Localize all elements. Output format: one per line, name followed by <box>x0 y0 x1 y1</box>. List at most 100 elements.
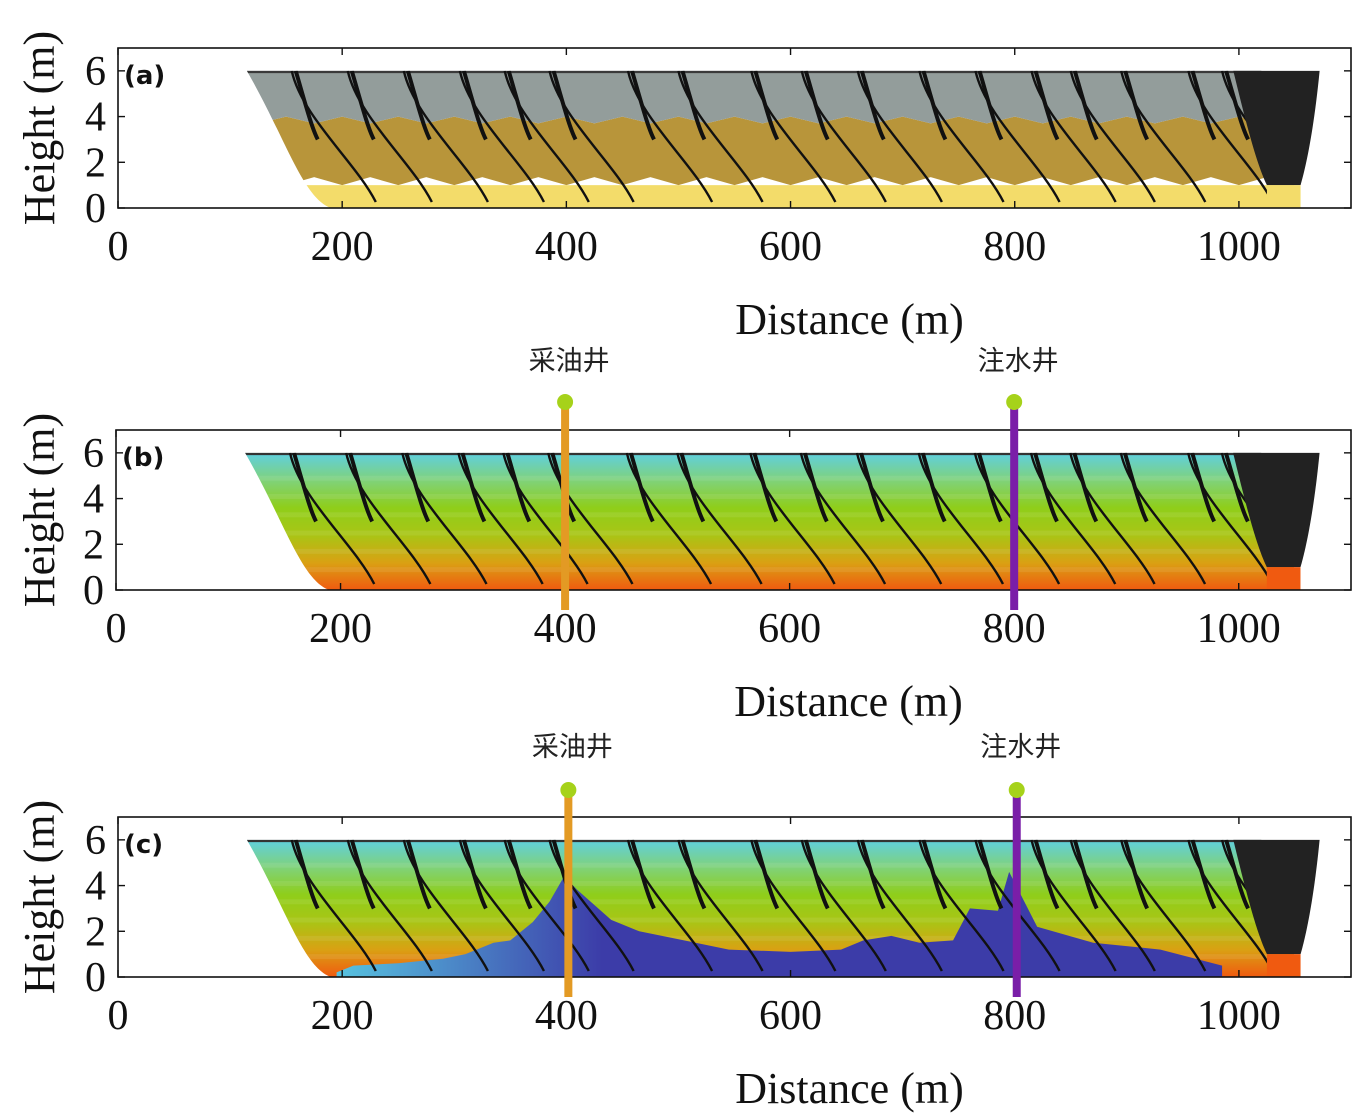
fault-thick <box>859 452 885 523</box>
fault-thick <box>1072 839 1099 910</box>
saturation-band <box>245 475 1301 481</box>
fault-line <box>458 70 546 203</box>
reservoir-body <box>245 452 1301 590</box>
fault-line <box>1119 452 1207 585</box>
fault-line <box>800 70 887 203</box>
y-tick-label: 4 <box>83 477 104 523</box>
fault-thick <box>920 452 947 523</box>
fault-thick <box>921 839 948 910</box>
fault-thick <box>551 70 578 141</box>
end-block <box>1233 839 1320 955</box>
x-tick-label: 800 <box>983 993 1046 1039</box>
fault-line <box>346 70 433 203</box>
y-tick-label: 2 <box>85 140 106 186</box>
fault-line <box>548 839 635 972</box>
y-tick-label: 6 <box>85 49 106 95</box>
fault-line <box>856 839 943 972</box>
end-block-base <box>1266 567 1301 590</box>
y-axis-title: Height (m) <box>15 413 64 607</box>
fault-line <box>677 839 764 972</box>
fault-line <box>346 839 433 972</box>
fault-thick <box>1224 839 1250 910</box>
fault-thick <box>679 452 706 523</box>
fault-thick <box>1033 70 1060 141</box>
saturation-band <box>245 548 1301 554</box>
fault-thick <box>1190 452 1216 523</box>
fault-thick <box>505 452 532 523</box>
x-tick-label: 400 <box>534 606 597 652</box>
fault-thick <box>630 70 656 141</box>
fault-line <box>401 452 488 585</box>
y-axis-title: Height (m) <box>15 31 64 225</box>
top-strip <box>245 452 1295 465</box>
saturation-band <box>246 862 1301 868</box>
fault-thick <box>630 839 656 910</box>
fault-thick <box>628 452 655 523</box>
fault-thick <box>348 452 374 523</box>
x-tick-label: 600 <box>759 993 822 1039</box>
layer-middle <box>246 116 1295 186</box>
well-label: 注水井 <box>978 346 1059 377</box>
end-block-base <box>1266 185 1301 208</box>
fault-thick <box>349 839 376 910</box>
reservoir-body <box>246 839 1301 977</box>
y-tick-label: 6 <box>85 818 106 864</box>
fault-line <box>402 839 489 972</box>
well-head <box>557 394 574 410</box>
x-axis-title: Distance (m) <box>735 1064 963 1113</box>
y-tick-label: 4 <box>85 864 106 910</box>
x-axis-title: Distance (m) <box>735 295 963 344</box>
fault-thick <box>405 839 432 910</box>
fault-thick <box>752 452 779 523</box>
fault-line <box>974 70 1061 203</box>
fault-line <box>799 452 887 585</box>
fault-line <box>1069 839 1156 972</box>
fault-thick <box>1223 452 1250 523</box>
fault-thick <box>859 839 886 910</box>
x-tick-label: 400 <box>535 224 598 270</box>
x-tick-label: 1000 <box>1197 606 1281 652</box>
well-label: 采油井 <box>529 346 610 377</box>
end-block <box>1233 70 1320 186</box>
fault-line <box>1069 70 1156 203</box>
x-tick-label: 0 <box>108 224 129 270</box>
fault-thick <box>349 70 376 141</box>
fault-thick <box>977 839 1004 910</box>
well-head <box>1008 782 1025 798</box>
saturation-band <box>246 935 1301 941</box>
fault-thick <box>1033 452 1059 523</box>
fault-thick <box>976 452 1003 523</box>
y-axis-title: Height (m) <box>15 800 64 994</box>
top-strip <box>246 839 1295 852</box>
x-tick-label: 0 <box>108 993 129 1039</box>
fault-line <box>855 452 943 585</box>
fault-thick <box>1123 839 1149 910</box>
fault-line <box>502 452 589 585</box>
panel-label: (c) <box>124 830 163 860</box>
fault-line <box>626 839 714 972</box>
fault-thick <box>1224 70 1250 141</box>
fault-line <box>918 839 1005 972</box>
fault-thick <box>293 70 320 141</box>
fault-line <box>625 452 713 585</box>
well-label: 采油井 <box>532 732 613 763</box>
y-tick-label: 0 <box>85 186 106 232</box>
fault-thick <box>753 839 780 910</box>
y-tick-label: 2 <box>85 909 106 955</box>
saturation-band <box>246 899 1301 905</box>
fault-thick <box>1072 70 1099 141</box>
fault-line <box>503 839 590 972</box>
fault-line <box>750 839 837 972</box>
saturation-band <box>246 917 1301 923</box>
fault-thick <box>803 839 830 910</box>
x-tick-label: 1000 <box>1197 993 1281 1039</box>
fault-line <box>800 839 887 972</box>
fault-thick <box>404 452 431 523</box>
fault-line <box>626 70 714 203</box>
fault-line <box>1120 839 1207 972</box>
fault-line <box>676 452 763 585</box>
top-strip <box>246 70 1295 83</box>
